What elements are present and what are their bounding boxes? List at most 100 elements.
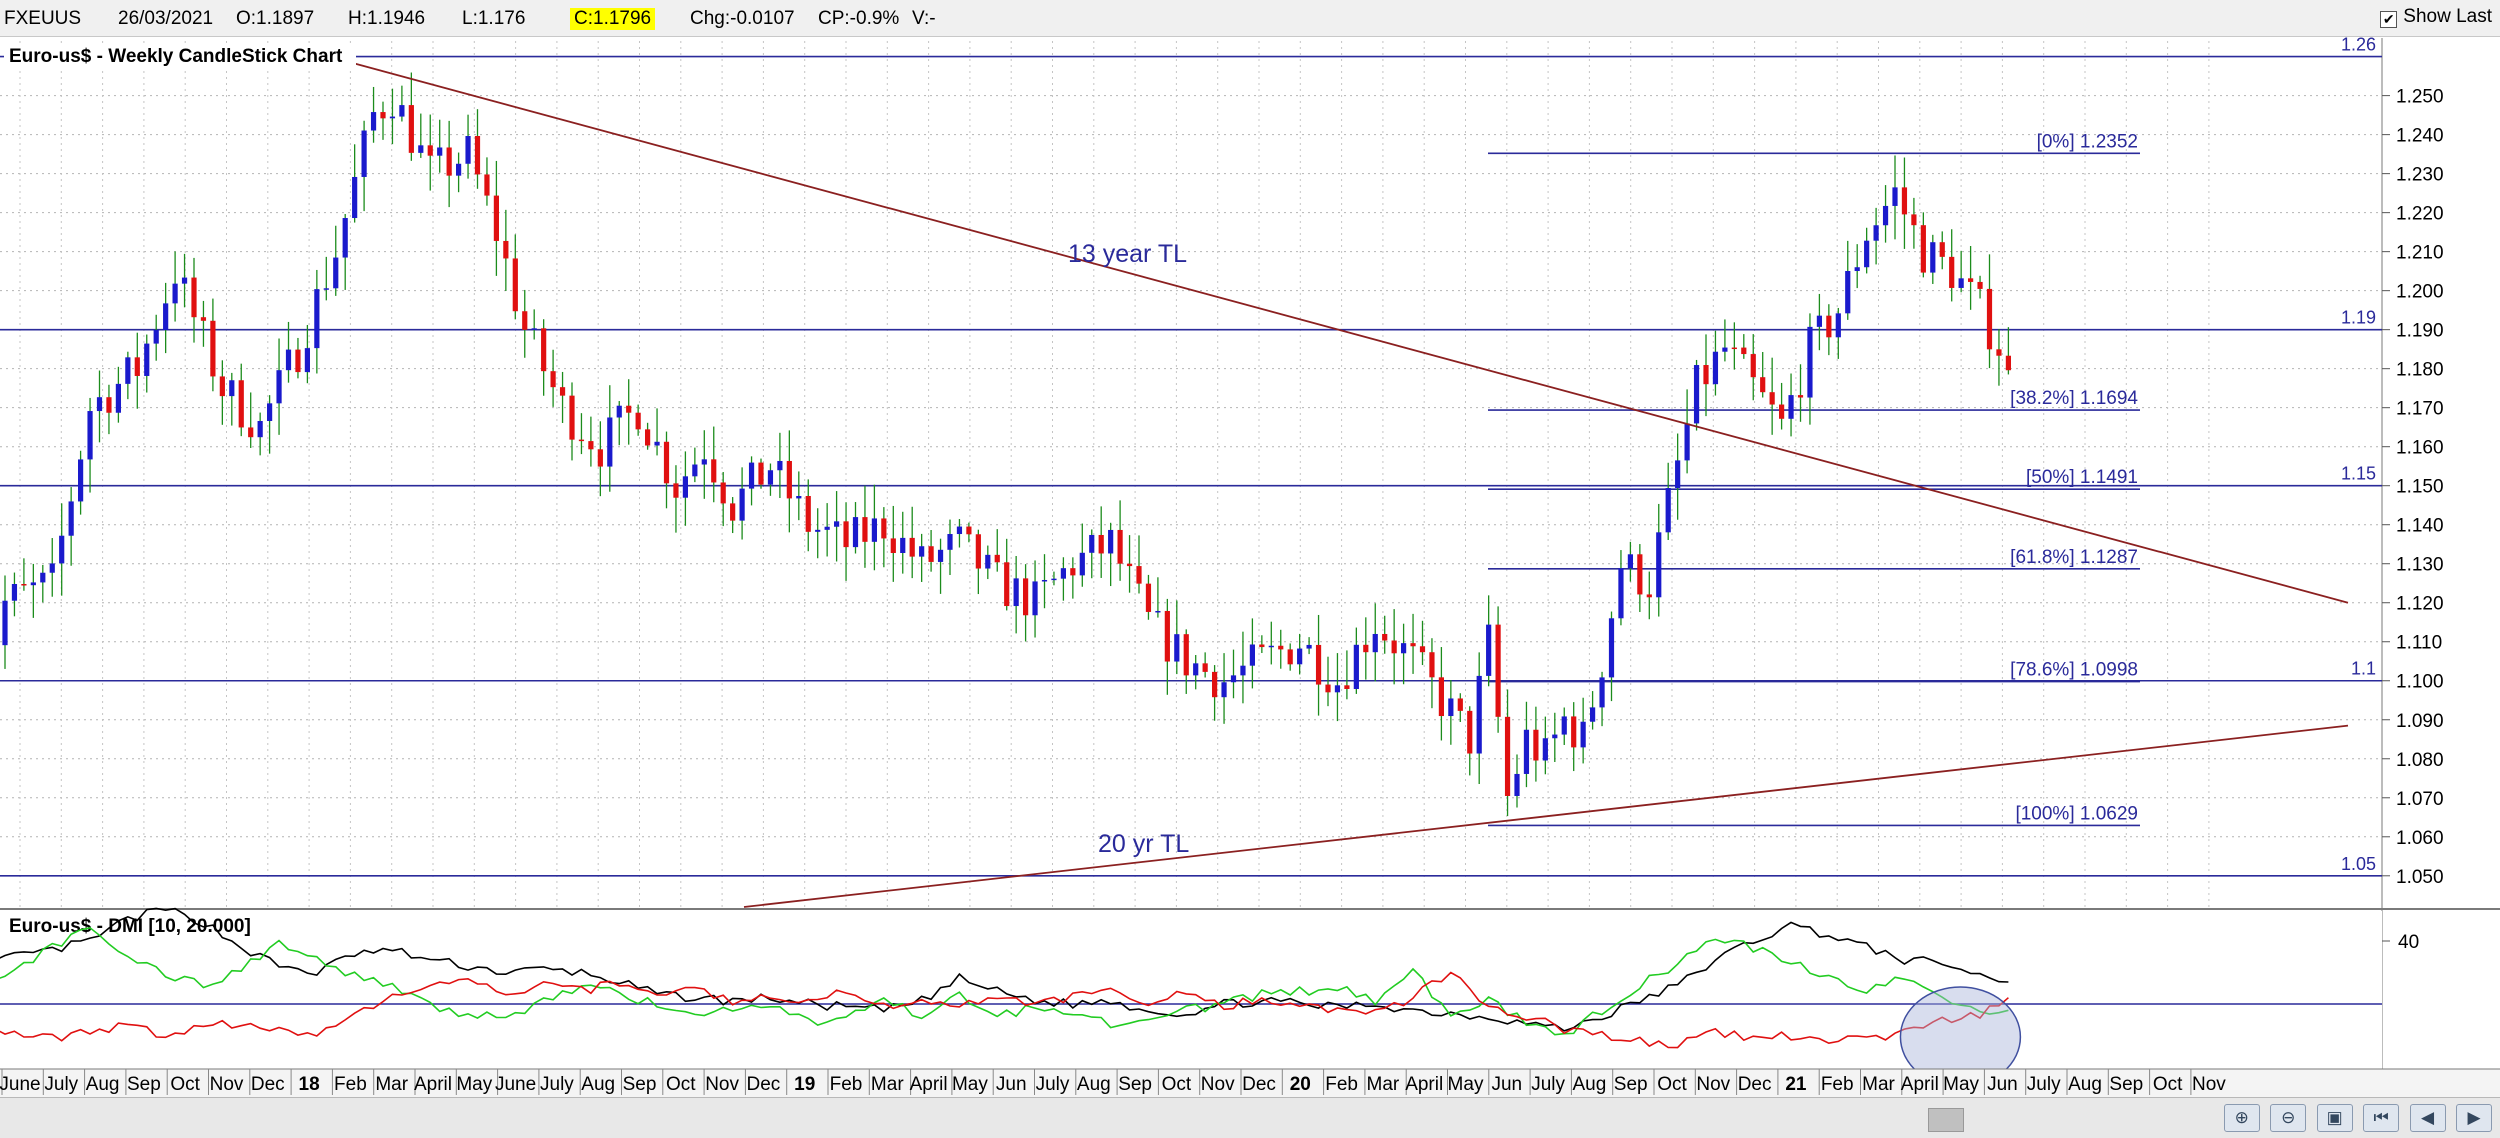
candle-body[interactable] (1391, 640, 1397, 654)
candle-body[interactable] (654, 441, 660, 446)
candle-body[interactable] (805, 495, 811, 532)
candle-body[interactable] (1514, 773, 1520, 796)
candle-body[interactable] (219, 376, 225, 397)
candle-body[interactable] (1797, 395, 1804, 398)
candle-body[interactable] (578, 439, 585, 442)
candle-body[interactable] (323, 288, 329, 290)
candle-body[interactable] (285, 349, 292, 371)
candle-body[interactable] (1939, 242, 1945, 257)
candle-body[interactable] (2, 600, 8, 646)
candle-body[interactable] (815, 529, 821, 532)
candle-body[interactable] (1221, 682, 1227, 698)
candle-body[interactable] (68, 501, 74, 536)
candle-body[interactable] (238, 380, 244, 428)
candle-body[interactable] (635, 412, 641, 430)
candle-body[interactable] (796, 495, 802, 499)
scroll-back-button[interactable]: ◀ (2409, 1104, 2446, 1132)
candle-body[interactable] (484, 174, 490, 196)
candle-body[interactable] (115, 383, 121, 413)
candle-body[interactable] (304, 348, 310, 373)
candle-body[interactable] (96, 397, 103, 412)
zoom-out-button[interactable]: ⊖ (2270, 1104, 2307, 1132)
candle-body[interactable] (1353, 644, 1359, 689)
candle-body[interactable] (456, 163, 462, 176)
candle-body[interactable] (1287, 649, 1293, 665)
zoom-in-button[interactable]: ⊕ (2223, 1104, 2260, 1132)
candle-body[interactable] (1542, 738, 1548, 761)
candle-body[interactable] (937, 549, 944, 562)
candle-body[interactable] (1278, 645, 1284, 650)
candle-body[interactable] (352, 176, 358, 219)
candle-body[interactable] (295, 349, 301, 373)
candle-body[interactable] (852, 517, 859, 548)
candle-body[interactable] (692, 464, 698, 477)
candle-body[interactable] (871, 518, 877, 542)
candle-body[interactable] (1212, 671, 1218, 698)
candle-body[interactable] (956, 526, 963, 535)
candle-body[interactable] (1457, 698, 1463, 711)
candle-body[interactable] (503, 240, 509, 259)
candle-body[interactable] (163, 303, 169, 331)
candle-body[interactable] (1249, 644, 1255, 666)
candle-body[interactable] (1864, 240, 1870, 268)
candle-body[interactable] (172, 283, 178, 304)
candle-body[interactable] (380, 112, 386, 119)
candle-body[interactable] (890, 538, 896, 553)
candle-body[interactable] (1826, 315, 1832, 338)
candle-body[interactable] (626, 405, 632, 413)
candle-body[interactable] (1476, 675, 1482, 754)
candle-body[interactable] (720, 482, 726, 504)
candle-body[interactable] (701, 459, 707, 465)
candle-body[interactable] (928, 546, 934, 562)
candle-body[interactable] (267, 403, 273, 421)
candle-body[interactable] (446, 147, 452, 176)
candle-body[interactable] (1769, 392, 1775, 405)
candle-body[interactable] (1372, 633, 1378, 653)
candle-body[interactable] (1051, 578, 1057, 581)
candle-body[interactable] (900, 537, 906, 553)
candle-body[interactable] (200, 317, 207, 321)
candle-body[interactable] (1297, 648, 1303, 665)
candle-body[interactable] (1193, 663, 1199, 676)
candle-body[interactable] (1438, 677, 1444, 717)
candle-body[interactable] (78, 459, 84, 502)
candle-body[interactable] (919, 546, 925, 557)
candle-body[interactable] (40, 572, 46, 583)
candle-body[interactable] (134, 357, 140, 376)
candle-body[interactable] (181, 277, 188, 284)
candle-body[interactable] (1382, 633, 1388, 641)
show-last-checkbox[interactable]: ✔ (2380, 11, 2398, 28)
candle-body[interactable] (1079, 552, 1085, 576)
candle-body[interactable] (777, 460, 783, 471)
candle-body[interactable] (276, 370, 282, 404)
candle-body[interactable] (711, 459, 717, 483)
candle-body[interactable] (1098, 534, 1104, 554)
candle-body[interactable] (909, 537, 915, 557)
candle-body[interactable] (370, 112, 377, 131)
candle-body[interactable] (1495, 624, 1501, 717)
candle-body[interactable] (1996, 349, 2002, 356)
candle-body[interactable] (1315, 644, 1322, 685)
scrollbar-thumb[interactable] (1928, 1108, 1964, 1132)
candle-body[interactable] (512, 258, 518, 312)
candle-body[interactable] (1911, 214, 1917, 226)
candle-body[interactable] (1949, 256, 1955, 288)
candle-body[interactable] (597, 449, 603, 467)
candle-body[interactable] (1977, 281, 1983, 289)
candle-body[interactable] (1637, 554, 1643, 595)
candle-body[interactable] (1306, 644, 1312, 649)
candle-body[interactable] (1117, 529, 1123, 564)
candle-body[interactable] (1401, 643, 1407, 654)
candle-body[interactable] (437, 147, 443, 156)
candle-body[interactable] (1552, 734, 1558, 739)
candle-body[interactable] (87, 411, 93, 460)
candle-body[interactable] (531, 328, 537, 330)
candle-body[interactable] (1882, 205, 1889, 226)
candle-body[interactable] (1722, 347, 1728, 352)
candle-body[interactable] (1126, 563, 1133, 567)
candle-body[interactable] (1816, 315, 1822, 327)
candle-body[interactable] (730, 503, 736, 521)
candle-body[interactable] (994, 554, 1000, 563)
candle-body[interactable] (1145, 583, 1152, 612)
candle-body[interactable] (541, 328, 547, 372)
